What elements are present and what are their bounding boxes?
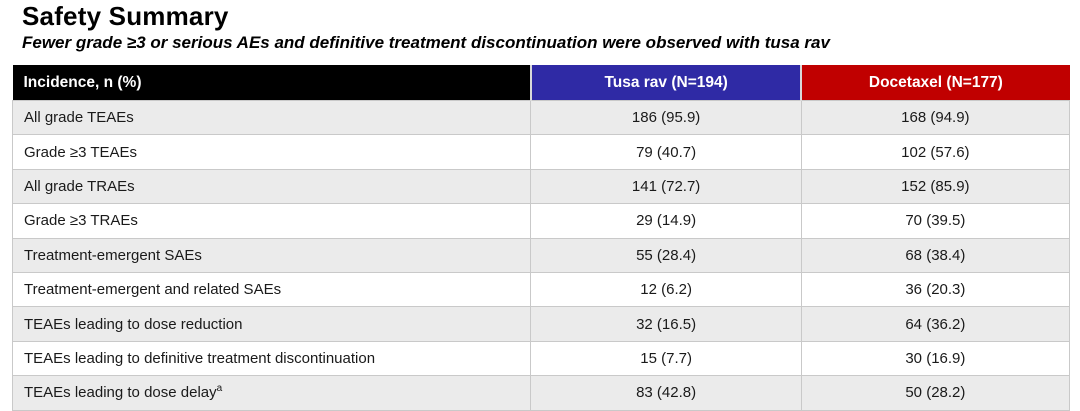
tusa-rav-value: 79 (40.7): [530, 134, 802, 170]
table-header-row: Incidence, n (%) Tusa rav (N=194) Doceta…: [12, 65, 1070, 101]
docetaxel-value: 30 (16.9): [800, 340, 1071, 377]
column-header-incidence: Incidence, n (%): [12, 65, 531, 101]
row-label-text: TEAEs leading to dose reduction: [24, 315, 243, 333]
page-subtitle: Fewer grade ≥3 or serious AEs and defini…: [22, 33, 830, 52]
docetaxel-value: 64 (36.2): [800, 306, 1071, 342]
tusa-rav-value: 15 (7.7): [530, 340, 802, 377]
tusa-rav-value: 32 (16.5): [530, 306, 802, 342]
tusa-rav-value: 141 (72.7): [530, 168, 802, 205]
docetaxel-value: 36 (20.3): [800, 271, 1071, 308]
column-header-tusa-rav: Tusa rav (N=194): [529, 65, 802, 101]
table-row: TEAEs leading to dose delaya 83 (42.8) 50 …: [11, 375, 1071, 411]
docetaxel-value: 152 (85.9): [800, 168, 1071, 205]
page-title: Safety Summary: [22, 1, 229, 31]
row-label-cell: TEAEs leading to dose reduction: [11, 306, 532, 342]
table-row: Treatment-emergent and related SAEs 12 (6…: [11, 271, 1071, 308]
docetaxel-value: 102 (57.6): [800, 134, 1071, 170]
docetaxel-value: 50 (28.2): [800, 375, 1071, 411]
tusa-rav-value: 29 (14.9): [530, 203, 802, 239]
row-label-text: All grade TEAEs: [24, 109, 134, 127]
footnote-marker: a: [216, 383, 223, 395]
row-label-cell: Grade ≥3 TRAEs: [11, 203, 532, 239]
row-label-cell: Treatment-emergent SAEs: [11, 237, 532, 273]
row-label-cell: All grade TEAEs: [11, 99, 532, 136]
table-body: All grade TEAEs 186 (95.9) 168 (94.9) Grade…: [11, 99, 1071, 411]
row-label-cell: Treatment-emergent and related SAEs: [11, 271, 532, 308]
tusa-rav-value: 55 (28.4): [530, 237, 802, 273]
row-label-text: Grade ≥3 TRAEs: [24, 212, 138, 230]
table-row: All grade TEAEs 186 (95.9) 168 (94.9): [11, 99, 1071, 136]
docetaxel-value: 70 (39.5): [800, 203, 1071, 239]
table-header: Incidence, n (%) Tusa rav (N=194) Doceta…: [12, 65, 1070, 101]
docetaxel-value: 68 (38.4): [800, 237, 1071, 273]
row-label-text: All grade TRAEs: [24, 177, 135, 195]
table-row: TEAEs leading to definitive treatment di…: [11, 340, 1071, 377]
row-label-text: Grade ≥3 TEAEs: [24, 143, 138, 161]
docetaxel-value: 168 (94.9): [800, 99, 1071, 136]
row-label-cell: TEAEs leading to definitive treatment di…: [11, 340, 532, 377]
column-header-docetaxel: Docetaxel (N=177): [800, 65, 1070, 101]
row-label-text: Treatment-emergent and related SAEs: [24, 281, 282, 299]
tusa-rav-value: 12 (6.2): [530, 271, 802, 308]
table-row: Grade ≥3 TEAEs 79 (40.7) 102 (57.6): [11, 134, 1071, 170]
row-label-text: TEAEs leading to definitive treatment di…: [24, 349, 376, 367]
table-row: TEAEs leading to dose reduction 32 (16.5)…: [11, 306, 1071, 342]
safety-summary-table: Incidence, n (%) Tusa rav (N=194) Doceta…: [11, 65, 1071, 411]
table-row: Treatment-emergent SAEs 55 (28.4) 68 (38.4…: [11, 237, 1071, 273]
row-label-text: Treatment-emergent SAEs: [24, 246, 202, 264]
row-label-text: TEAEs leading to dose delay: [24, 384, 217, 402]
table-row: Grade ≥3 TRAEs 29 (14.9) 70 (39.5): [11, 203, 1071, 239]
tusa-rav-value: 83 (42.8): [530, 375, 802, 411]
tusa-rav-value: 186 (95.9): [530, 99, 802, 136]
row-label-cell: Grade ≥3 TEAEs: [11, 134, 532, 170]
row-label-cell: All grade TRAEs: [11, 168, 532, 205]
row-label-cell: TEAEs leading to dose delaya: [11, 375, 532, 411]
table-row: All grade TRAEs 141 (72.7) 152 (85.9): [11, 168, 1071, 205]
